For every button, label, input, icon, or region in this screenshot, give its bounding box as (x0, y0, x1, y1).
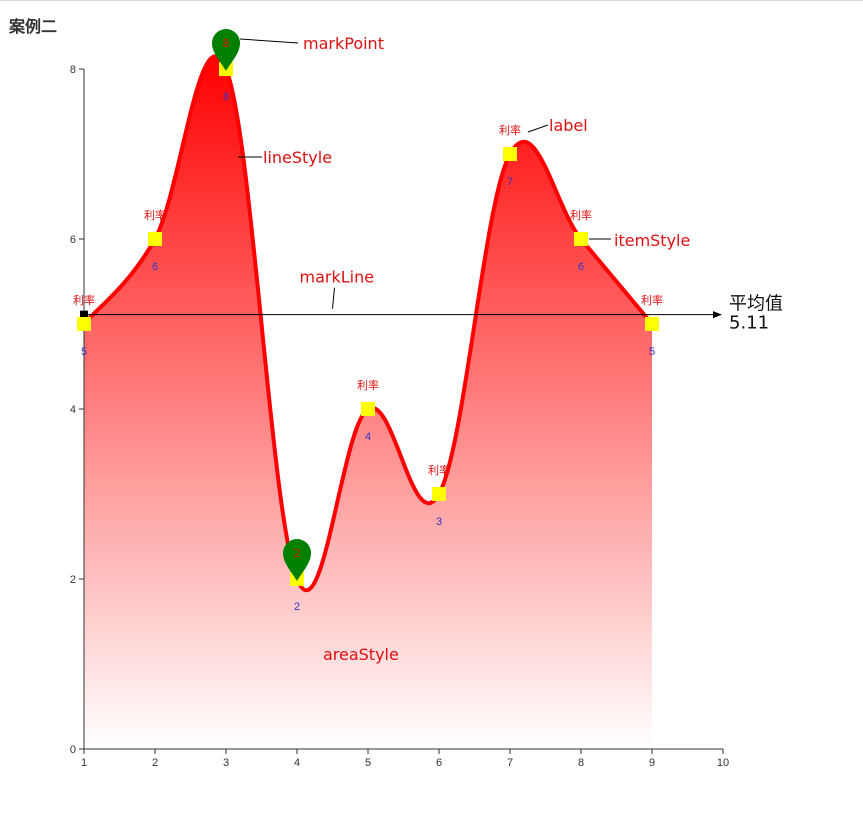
x-tick-label: 8 (578, 757, 584, 769)
mark-point-value: 2 (294, 547, 301, 560)
point-label: 利率 (428, 463, 450, 477)
axes: 1 2 3 4 5 6 7 8 9 10 0 2 4 6 8 (70, 64, 729, 769)
y-tick-label: 0 (70, 744, 76, 756)
point-label: 利率 (357, 378, 379, 392)
point-label: 利率 (144, 208, 166, 222)
point-value-label: 5 (81, 346, 87, 358)
map-pin-icon (212, 29, 240, 71)
markpoint-annotation: markPoint (303, 34, 384, 53)
point-label: 利率 (641, 293, 663, 307)
annotations: markPoint lineStyle label itemStyle markLine… (238, 34, 690, 664)
x-tick-label: 1 (81, 757, 87, 769)
x-tick-label: 4 (294, 757, 300, 769)
area-fill (84, 56, 652, 750)
y-tick-label: 2 (70, 574, 76, 586)
average-line-value: 5.11 (729, 313, 769, 334)
areastyle-annotation: areaStyle (323, 645, 399, 664)
label-leader (527, 124, 549, 133)
x-tick-label: 9 (649, 757, 655, 769)
series-line (82, 54, 654, 593)
y-tick-label: 4 (70, 404, 76, 416)
itemstyle-annotation: itemStyle (614, 231, 690, 250)
map-pin-icon (283, 539, 311, 581)
chart-title: 案例二 (9, 17, 58, 36)
x-tick-label: 7 (507, 757, 513, 769)
x-tick-label: 10 (717, 757, 729, 769)
data-point (148, 232, 162, 246)
mark-point-value: 8 (223, 37, 230, 50)
point-value-label: 5 (649, 346, 655, 358)
x-tick-label: 2 (152, 757, 158, 769)
data-point (574, 232, 588, 246)
point-value-label: 6 (578, 261, 584, 273)
y-tick-label: 8 (70, 64, 76, 76)
x-tick-label: 6 (436, 757, 442, 769)
label-annotation: label (549, 116, 588, 135)
mark-points: 82 (212, 29, 311, 581)
point-value-label: 4 (365, 431, 371, 443)
point-value-label: 3 (436, 516, 442, 528)
data-point (503, 147, 517, 161)
point-value-label: 8 (223, 91, 229, 103)
point-label: 利率 (73, 293, 95, 307)
point-value-label: 7 (507, 176, 513, 188)
point-label: 利率 (570, 208, 592, 222)
markpoint-leader (239, 38, 299, 44)
data-point (77, 317, 91, 331)
linestyle-annotation: lineStyle (263, 148, 332, 167)
markline-annotation: markLine (300, 268, 375, 287)
data-point (361, 402, 375, 416)
markline-leader (332, 287, 335, 309)
average-line-name: 平均值 (729, 294, 783, 315)
average-line-start (80, 310, 88, 319)
data-point (645, 317, 659, 331)
point-label: 利率 (499, 123, 521, 137)
x-tick-label: 5 (365, 757, 371, 769)
data-point (432, 487, 446, 501)
point-value-label: 2 (294, 601, 300, 613)
point-value-label: 6 (152, 261, 158, 273)
y-tick-label: 6 (70, 234, 76, 246)
x-tick-label: 3 (223, 757, 229, 769)
